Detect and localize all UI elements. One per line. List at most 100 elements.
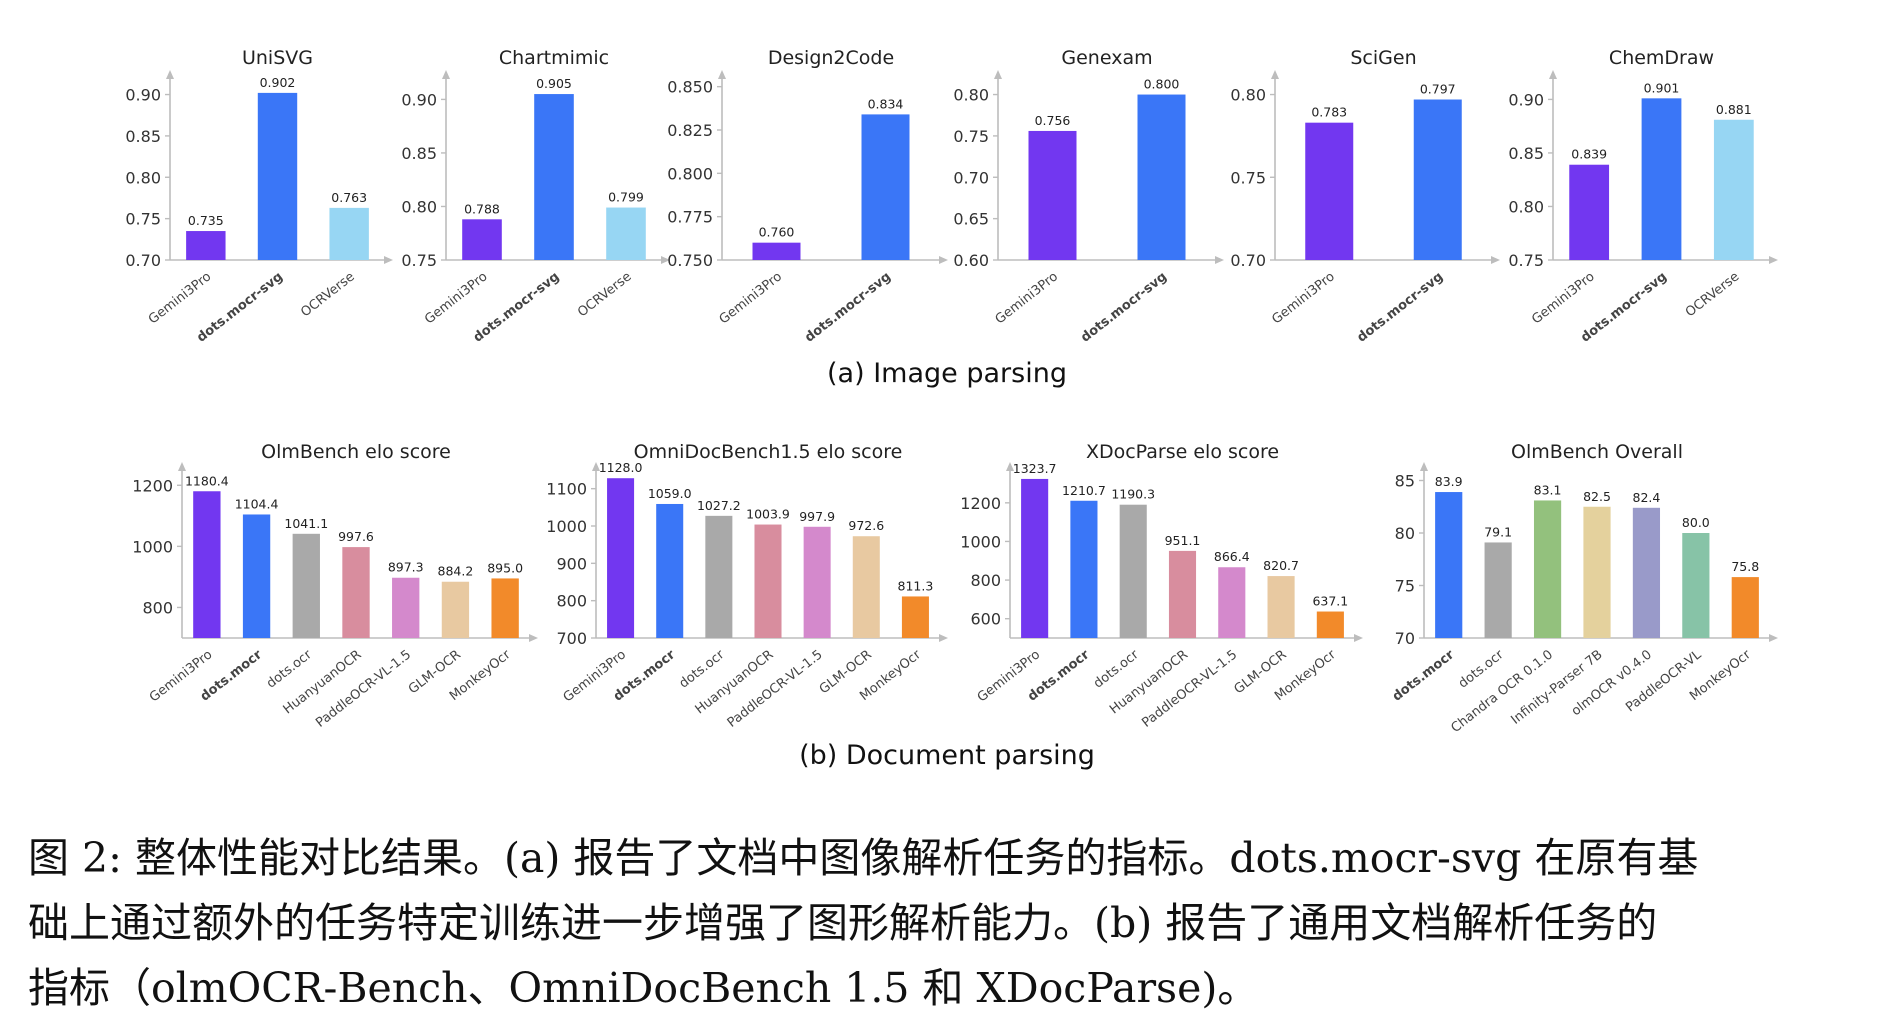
y-tick-label: 800 [142, 598, 173, 617]
y-tick-label: 0.750 [667, 251, 713, 270]
bar-value-label: 0.799 [608, 190, 644, 205]
x-axis-arrow [384, 256, 393, 264]
bar-value-label: 0.756 [1035, 113, 1071, 128]
bar-value-label: 0.905 [536, 76, 572, 91]
bar [257, 92, 298, 261]
chart-2: Design2Code 0.750 0.775 0.800 0.825 0.850 0.76… [667, 47, 948, 346]
bar [1305, 122, 1354, 260]
bar-value-label: 83.1 [1534, 482, 1562, 497]
bar [292, 533, 320, 638]
bar [1028, 130, 1077, 260]
y-tick-label: 0.80 [125, 168, 161, 187]
y-tick-label: 0.85 [1508, 144, 1544, 163]
y-tick-label: 800 [556, 592, 587, 611]
bar [1731, 577, 1759, 638]
y-tick-label: 0.80 [1508, 197, 1544, 216]
chart-title: OlmBench Overall [1511, 441, 1683, 463]
bar [1413, 99, 1462, 260]
bar [656, 503, 684, 638]
bar-value-label: 0.902 [260, 75, 296, 90]
panel-a-label: (a) Image parsing [827, 358, 1067, 389]
bar-value-label: 0.760 [759, 225, 795, 240]
x-axis-arrow [1354, 634, 1363, 642]
category-label: PaddleOCR-VL-1.5 [313, 647, 414, 730]
bar-value-label: 1041.1 [284, 516, 328, 531]
y-tick-label: 0.75 [953, 127, 989, 146]
y-tick-label: 0.75 [401, 251, 437, 270]
bar [1641, 98, 1682, 260]
chart-title: XDocParse elo score [1086, 441, 1279, 463]
y-axis-arrow [1271, 70, 1279, 79]
bar-value-label: 1210.7 [1062, 483, 1106, 498]
bar [1569, 164, 1610, 260]
bar [606, 207, 646, 260]
bar [1583, 506, 1611, 638]
chart-title: Design2Code [768, 47, 894, 69]
bar-value-label: 0.839 [1571, 147, 1607, 162]
category-label: Gemini3Pro [1529, 269, 1597, 327]
bar [1435, 492, 1463, 638]
x-axis-arrow [1769, 256, 1778, 264]
bar-value-label: 1128.0 [599, 460, 643, 475]
bar [1070, 500, 1098, 638]
bar-value-label: 1027.2 [697, 498, 741, 513]
bar [491, 578, 519, 638]
chart-title: Genexam [1061, 47, 1152, 69]
y-tick-label: 0.90 [125, 86, 161, 105]
charts-canvas: UniSVG 0.70 0.75 0.80 0.85 0.90 0.735 Gemini3Pr… [125, 47, 1778, 736]
bar [193, 491, 221, 638]
caption-line-2: 础上通过额外的任务特定训练进一步增强了图形解析能力。(b) 报告了通用文档解析任… [28, 899, 1658, 947]
bar-value-label: 0.800 [1144, 77, 1180, 92]
y-axis-arrow [592, 462, 600, 471]
y-tick-label: 0.85 [125, 127, 161, 146]
y-axis-arrow [1420, 462, 1428, 471]
bar-value-label: 0.881 [1716, 102, 1752, 117]
figure-caption: 图 2: 整体性能对比结果。(a) 报告了文档中图像解析任务的指标。dots.m… [28, 826, 1878, 1021]
chart-7: OmniDocBench1.5 elo score 700 800 900 1000 11… [546, 441, 948, 731]
y-axis-arrow [718, 70, 726, 79]
y-tick-label: 900 [556, 554, 587, 573]
bar-value-label: 972.6 [848, 518, 884, 533]
chart-title: SciGen [1350, 47, 1416, 69]
bar [1218, 567, 1246, 638]
y-tick-label: 0.75 [1230, 168, 1266, 187]
bar [441, 581, 470, 638]
bar-value-label: 866.4 [1214, 549, 1250, 564]
y-tick-label: 0.90 [401, 90, 437, 109]
bar [242, 514, 271, 638]
y-tick-label: 0.80 [401, 197, 437, 216]
y-tick-label: 0.75 [125, 210, 161, 229]
bar-value-label: 0.797 [1420, 82, 1456, 97]
bar-value-label: 0.834 [868, 96, 904, 111]
y-tick-label: 0.75 [1508, 251, 1544, 270]
bar-value-label: 1190.3 [1111, 487, 1155, 502]
bar-value-label: 884.2 [438, 564, 474, 579]
bar [803, 526, 831, 638]
bar [1267, 576, 1295, 638]
category-label: Gemini3Pro [993, 269, 1061, 327]
chart-title: ChemDraw [1609, 47, 1714, 69]
chart-5: ChemDraw 0.75 0.80 0.85 0.90 0.839 Gemini3Pro 0… [1508, 47, 1778, 346]
chart-4: SciGen 0.70 0.75 0.80 0.783 Gemini3Pro 0.797 do… [1230, 47, 1500, 346]
bar-value-label: 82.5 [1583, 489, 1611, 504]
category-label: dots.mocr-svg [802, 269, 894, 345]
bar-value-label: 897.3 [388, 560, 424, 575]
bar [392, 577, 420, 638]
y-tick-label: 0.850 [667, 78, 713, 97]
bar [852, 536, 880, 638]
bar [342, 547, 370, 638]
y-tick-label: 600 [970, 610, 1001, 629]
bar-value-label: 75.8 [1731, 559, 1759, 574]
chart-title: UniSVG [242, 47, 313, 69]
y-tick-label: 800 [970, 571, 1001, 590]
bar [705, 515, 733, 638]
bar-value-label: 83.9 [1435, 474, 1463, 489]
y-tick-label: 0.60 [953, 251, 989, 270]
bar-value-label: 895.0 [487, 560, 523, 575]
y-tick-label: 0.800 [667, 164, 713, 183]
y-tick-label: 0.80 [1230, 86, 1266, 105]
y-tick-label: 85 [1395, 472, 1415, 491]
y-tick-label: 0.70 [125, 251, 161, 270]
bar-value-label: 1104.4 [235, 496, 279, 511]
